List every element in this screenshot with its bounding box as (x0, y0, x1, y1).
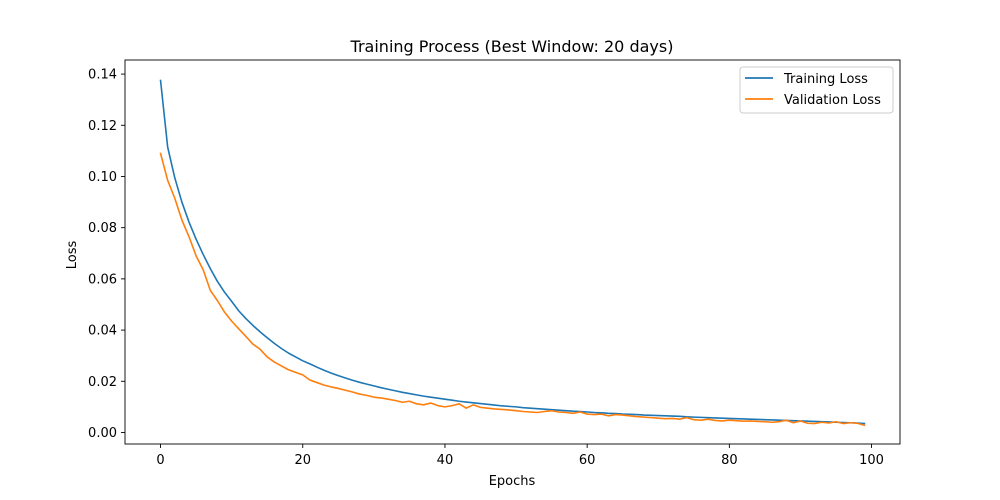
x-axis-title: Epochs (489, 474, 536, 489)
y-tick-label: 0.04 (88, 324, 117, 339)
legend-box (739, 66, 894, 114)
y-tick-label: 0.08 (88, 221, 117, 236)
x-tick-label: 0 (156, 453, 164, 468)
x-tick-label: 100 (859, 453, 884, 468)
legend: Training Loss Validation Loss (739, 66, 894, 114)
y-tick-label: 0.12 (88, 119, 117, 134)
x-tick-label: 20 (294, 453, 311, 468)
y-tick-label: 0.00 (88, 426, 117, 441)
y-axis-title: Loss (65, 241, 80, 270)
chart-title: Training Process (Best Window: 20 days) (350, 37, 674, 56)
legend-label: Validation Loss (784, 93, 881, 108)
x-tick-label: 60 (579, 453, 596, 468)
y-tick-label: 0.10 (88, 170, 117, 185)
y-tick-label: 0.06 (88, 272, 117, 287)
legend-label: Training Loss (783, 72, 868, 87)
series-line-training-loss (159, 79, 866, 425)
axes-frame (124, 59, 901, 445)
x-tick-label: 40 (437, 453, 454, 468)
y-tick-label: 0.14 (88, 68, 117, 83)
y-tick-label: 0.02 (88, 375, 117, 390)
plot-area: 0 20 40 60 80 100 0.00 0.02 0.04 0.06 0.08 0.10 0.12… (88, 59, 901, 468)
series-line-validation-loss (159, 152, 866, 427)
x-tick-label: 80 (721, 453, 738, 468)
